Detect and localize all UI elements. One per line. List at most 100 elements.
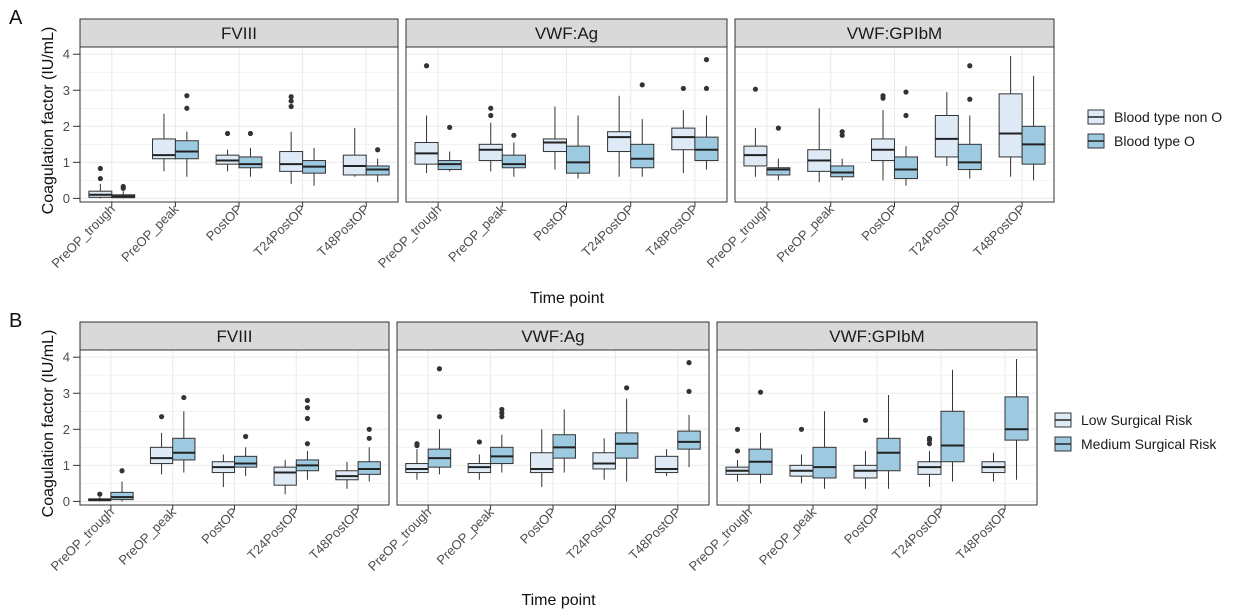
box-iqr [234, 455, 258, 468]
y-tick-label: 1 [63, 155, 70, 170]
box-iqr [501, 154, 526, 169]
box-iqr [766, 167, 791, 176]
box-iqr [876, 437, 901, 472]
legend-label: Medium Surgical Risk [1081, 436, 1217, 452]
outlier-point [499, 410, 505, 416]
outlier-point [752, 86, 759, 92]
y-tick-label: 2 [63, 422, 70, 437]
outlier-point [304, 441, 311, 447]
panel-label: B [9, 310, 22, 332]
x-tick-label: T48PostOP [306, 505, 364, 563]
box-iqr [149, 446, 174, 465]
box-b [566, 115, 591, 179]
outlier-point [703, 57, 710, 63]
box-b [295, 397, 320, 480]
x-tick-label: T48PostOP [314, 202, 372, 260]
outlier-point [184, 93, 190, 99]
x-tick-label: PreOP_peak [756, 504, 820, 568]
outlier-point [488, 105, 494, 111]
facet-strip [734, 18, 1055, 48]
box-b [238, 130, 263, 177]
x-tick-label: PostOP [841, 505, 883, 547]
box-a [542, 106, 567, 170]
outlier-point [499, 406, 505, 413]
outlier-point [680, 85, 686, 92]
box-a [149, 414, 174, 475]
box-b [694, 57, 719, 170]
box-b [812, 411, 837, 489]
facet-strip [79, 18, 399, 48]
box-iqr [894, 156, 918, 180]
outlier-point [414, 441, 420, 447]
y-tick-label: 0 [63, 494, 70, 509]
outlier-point [511, 132, 517, 138]
box-b [110, 468, 134, 502]
box-b [172, 394, 196, 473]
outlier-point [120, 183, 126, 190]
box-iqr [940, 410, 965, 463]
box-a [211, 454, 235, 487]
x-tick-label: T24PostOP [244, 505, 302, 563]
x-tick-label: PostOP [858, 202, 900, 244]
x-tick-label: T24PostOP [579, 202, 637, 260]
legend-label: Blood type O [1114, 133, 1195, 149]
box-a [335, 461, 359, 489]
x-tick-label: PreOP_trough [375, 202, 444, 271]
box-a [671, 85, 696, 174]
box-iqr [172, 437, 196, 461]
box-a [530, 429, 554, 487]
box-iqr [677, 430, 701, 450]
outlier-point [686, 388, 692, 395]
facet-vwf-gpibm: VWF:GPIbM PreOP_trough PreOP_peak PostOP T24… [704, 18, 1055, 271]
outlier-point [288, 94, 294, 100]
facet-strip-label: VWF:GPIbM [847, 24, 942, 43]
box-iqr [238, 156, 263, 169]
box-a [478, 105, 503, 172]
outlier-point [181, 394, 187, 401]
box-iqr [174, 140, 199, 160]
x-tick-label: PreOP_trough [704, 202, 773, 271]
outlier-point [447, 124, 453, 130]
outlier-point [734, 426, 741, 432]
box-a [998, 56, 1023, 177]
x-tick-label: T48PostOP [953, 505, 1011, 563]
box-a [152, 113, 176, 172]
box-a [273, 459, 297, 495]
box-iqr [542, 138, 567, 153]
y-tick-label: 3 [63, 386, 70, 401]
box-b [614, 385, 639, 482]
box-iqr [607, 131, 632, 153]
outlier-point [247, 130, 254, 137]
box-a [342, 128, 367, 177]
box-iqr [614, 432, 639, 459]
y-tick-label: 4 [63, 47, 70, 62]
box-b [174, 93, 199, 177]
box-b [748, 389, 773, 484]
box-b [630, 82, 655, 177]
facet-strip-label: FVIII [217, 327, 253, 346]
outlier-point [903, 89, 909, 95]
box-iqr [630, 143, 655, 169]
facet-strip-label: VWF:GPIbM [829, 327, 924, 346]
outlier-point [304, 415, 311, 422]
facet-strip [405, 18, 728, 48]
outlier-point [366, 426, 372, 432]
x-tick-label: T48PostOP [626, 505, 684, 563]
box-a [607, 95, 632, 177]
box-a [88, 165, 113, 199]
box-a [807, 108, 832, 183]
x-tick-label: PostOP [530, 202, 572, 244]
outlier-point [686, 360, 692, 366]
outlier-point [366, 435, 372, 441]
box-iqr [110, 491, 134, 501]
box-iqr [478, 143, 503, 162]
outlier-point [97, 491, 103, 497]
outlier-point [624, 385, 630, 391]
box-a [405, 441, 429, 480]
box-b [552, 409, 576, 473]
box-b [830, 129, 855, 181]
y-axis-title: Coagulation factor (IU/mL) [40, 330, 57, 518]
box-b [365, 147, 390, 183]
outlier-point [967, 63, 973, 69]
facet-vwf-ag: VWF:Ag PreOP_trough PreOP_peak PostOP T24Pos… [375, 18, 728, 271]
